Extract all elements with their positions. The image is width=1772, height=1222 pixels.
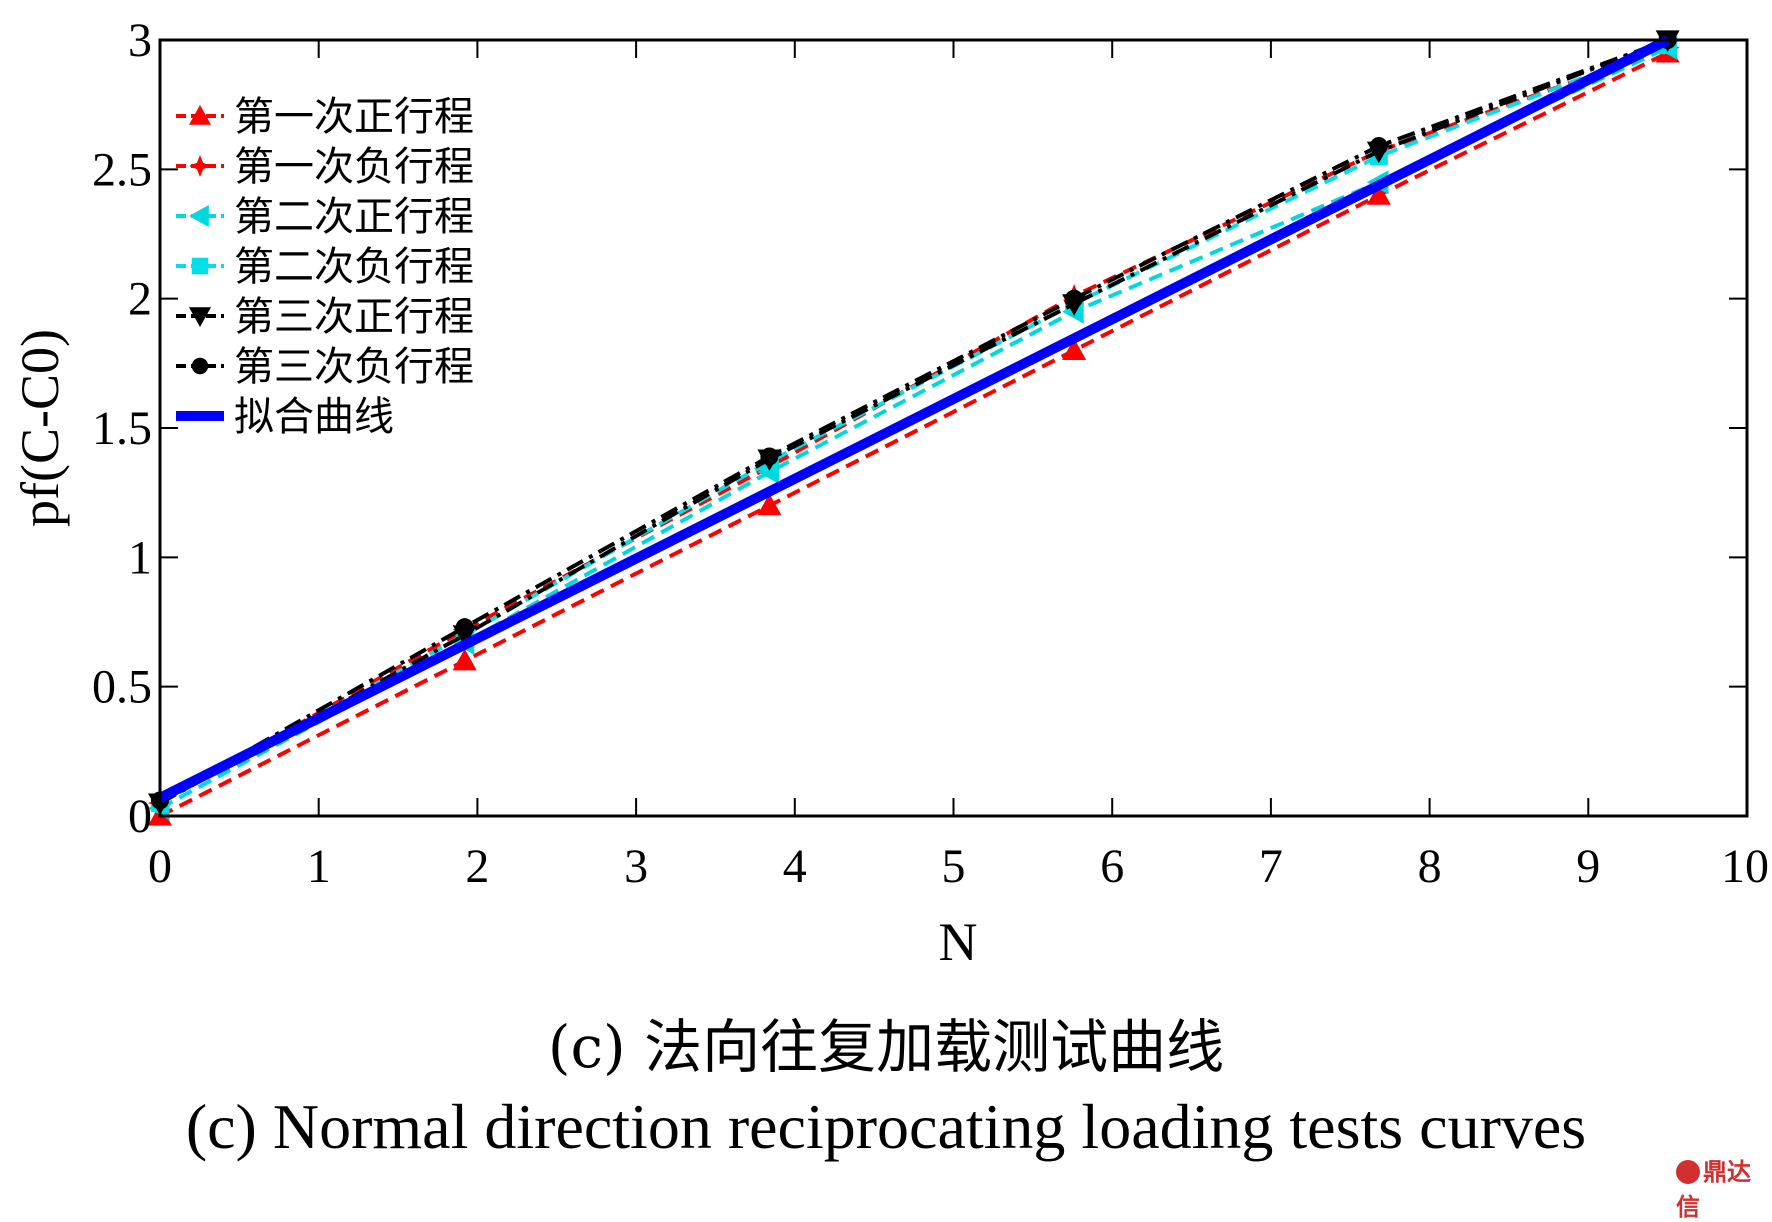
data-point — [1062, 338, 1087, 360]
tick-labels: 0 1 2 3 4 5 6 7 8 9 10 0 0.5 1 1.5 2 2.5 3 — [92, 14, 1769, 893]
series-line — [159, 38, 1669, 803]
data-point — [1065, 289, 1084, 308]
legend-marker — [189, 307, 211, 327]
legend-marker — [189, 205, 209, 227]
legend-marker — [191, 257, 209, 275]
x-tick-label: 3 — [624, 840, 648, 893]
y-axis-title: pf(C-C0) — [10, 329, 70, 527]
legend-marker — [189, 155, 211, 177]
x-tick-label: 6 — [1100, 840, 1124, 893]
axis-ticks — [159, 39, 1748, 817]
plot-area — [148, 30, 1680, 826]
legend-label: 第二次正行程 — [234, 194, 474, 240]
x-axis-title: N — [939, 912, 978, 972]
data-point — [1369, 137, 1388, 156]
series-line — [159, 38, 1669, 805]
figure-caption-chinese: (c) 法向往复加载测试曲线 — [547, 1013, 1225, 1081]
legend-label: 第三次负行程 — [234, 344, 474, 390]
data-point — [455, 618, 474, 637]
data-point — [757, 493, 782, 516]
series-line — [159, 51, 1669, 818]
x-tick-label: 10 — [1721, 840, 1769, 893]
legend-item: 第三次负行程 — [176, 344, 474, 390]
data-point — [452, 648, 477, 671]
chart-svg: 0 1 2 3 4 5 6 7 8 9 10 0 0.5 1 1.5 2 2.5 3 N pf(C-C0) 第一次… — [10, 14, 1769, 972]
x-tick-label: 0 — [148, 840, 172, 893]
x-tick-label: 4 — [783, 840, 807, 893]
watermark-logo: 鼎达信 — [1676, 1152, 1772, 1222]
legend-label: 第一次负行程 — [234, 144, 474, 190]
x-tick-label: 9 — [1576, 840, 1600, 893]
data-point — [1366, 183, 1391, 205]
legend-marker — [191, 357, 209, 375]
x-tick-label: 1 — [307, 840, 331, 893]
series-group — [151, 31, 1677, 810]
y-tick-label: 2.5 — [92, 143, 152, 196]
figure-caption-english: (c) Normal direction reciprocating loadi… — [185, 1091, 1587, 1162]
data-point — [760, 447, 779, 466]
watermark-icon — [1676, 1160, 1700, 1184]
legend-item: 拟合曲线 — [176, 394, 394, 440]
legend-item: 第二次正行程 — [176, 194, 474, 240]
series-group — [157, 35, 1670, 803]
y-tick-label: 3 — [128, 14, 152, 67]
y-tick-label: 1 — [128, 531, 152, 584]
x-tick-label: 5 — [942, 840, 966, 893]
y-tick-label: 1.5 — [92, 402, 152, 455]
legend-item: 第三次正行程 — [176, 294, 474, 340]
y-tick-label: 0 — [128, 790, 152, 843]
x-tick-label: 7 — [1259, 840, 1283, 893]
legend-marker — [189, 105, 211, 125]
series-line — [157, 35, 1670, 803]
legend-item: 第二次负行程 — [176, 244, 474, 290]
y-tick-label: 0.5 — [92, 661, 152, 714]
legend-label: 第一次正行程 — [234, 94, 474, 140]
x-tick-label: 2 — [465, 840, 489, 893]
legend-label: 拟合曲线 — [234, 394, 394, 440]
legend-item: 第一次正行程 — [176, 94, 474, 140]
legend-label: 第三次正行程 — [234, 294, 474, 340]
x-tick-label: 8 — [1418, 840, 1442, 893]
legend-item: 第一次负行程 — [176, 144, 474, 190]
legend-label: 第二次负行程 — [234, 244, 474, 290]
y-tick-label: 2 — [128, 273, 152, 326]
